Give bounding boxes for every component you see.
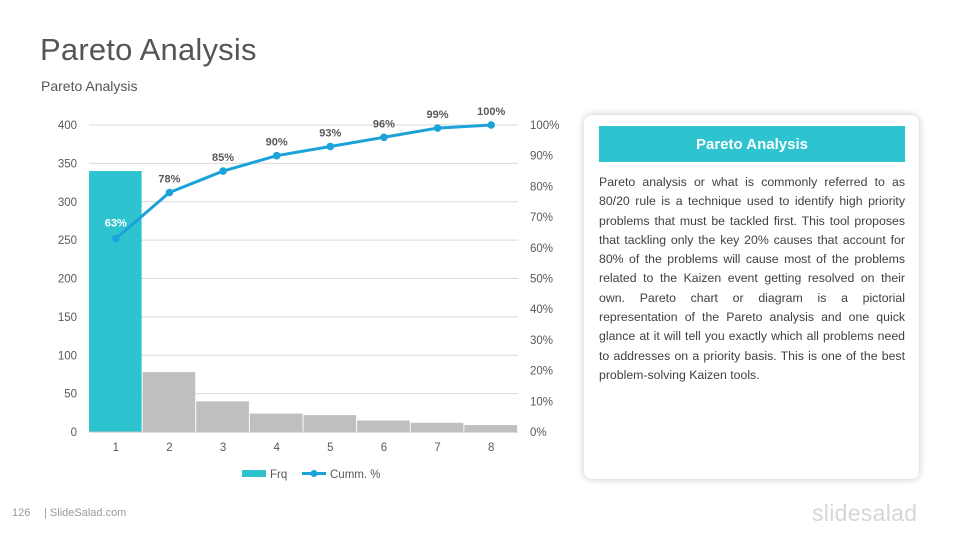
x-tick-label: 4 [273, 442, 280, 454]
data-label: 99% [427, 109, 449, 121]
y-left-tick-label: 150 [58, 312, 77, 324]
bar [464, 425, 517, 432]
legend-swatch-frq [242, 470, 266, 477]
y-left-tick-label: 0 [71, 427, 77, 439]
y-right-tick-label: 70% [530, 212, 553, 224]
page-number: 126 [12, 507, 31, 519]
x-tick-label: 1 [113, 442, 119, 454]
data-label: 96% [373, 118, 395, 130]
line-point [112, 234, 120, 243]
y-right-tick-label: 80% [530, 181, 553, 193]
data-label: 90% [266, 137, 288, 149]
y-left-tick-label: 50 [64, 389, 77, 401]
legend-label-frq: Frq [270, 469, 287, 481]
y-right-tick-label: 40% [530, 304, 553, 316]
x-tick-label: 5 [327, 442, 333, 454]
bar [196, 401, 249, 432]
y-right-tick-label: 100% [530, 120, 559, 132]
description-card: Pareto Analysis Pareto analysis or what … [584, 115, 919, 479]
y-right-tick-label: 30% [530, 335, 553, 347]
bar [89, 171, 142, 433]
line-point [487, 121, 495, 129]
line-point [219, 167, 227, 175]
y-right-tick-label: 50% [530, 274, 553, 286]
y-right-tick-label: 10% [530, 396, 553, 408]
y-left-tick-label: 250 [58, 235, 77, 247]
line-point [165, 188, 174, 197]
legend-label-cumm: Cumm. % [330, 469, 380, 481]
x-tick-label: 3 [220, 442, 226, 454]
y-left-tick-label: 350 [58, 158, 77, 170]
data-label: 78% [158, 174, 180, 186]
bar [357, 420, 410, 432]
y-right-tick-label: 0% [530, 427, 547, 439]
y-left-tick-label: 400 [58, 120, 77, 132]
card-title: Pareto Analysis [599, 126, 905, 162]
bar [249, 413, 303, 432]
line-point [326, 142, 335, 151]
data-label: 85% [212, 152, 234, 164]
footer-site: | SlideSalad.com [44, 507, 127, 519]
y-left-tick-label: 100 [58, 350, 77, 362]
y-right-tick-label: 90% [530, 151, 553, 163]
line-point [272, 151, 281, 160]
line-point [380, 133, 388, 142]
x-tick-label: 8 [488, 442, 494, 454]
y-right-tick-label: 20% [530, 366, 553, 378]
data-label: 63% [105, 218, 127, 230]
data-label: 93% [319, 127, 341, 139]
line-point [433, 124, 442, 132]
bar [410, 422, 464, 432]
x-tick-label: 2 [166, 442, 172, 454]
bar [303, 415, 357, 432]
page-title: Pareto Analysis [40, 32, 257, 67]
cumulative-line [114, 123, 492, 240]
legend-marker-cumm [310, 470, 318, 477]
page-subtitle: Pareto Analysis [41, 78, 138, 94]
card-body-text: Pareto analysis or what is commonly refe… [599, 175, 905, 382]
x-tick-label: 6 [381, 442, 387, 454]
bar [142, 372, 196, 432]
brand-logo: slidesalad [812, 500, 918, 526]
y-left-tick-label: 300 [58, 197, 77, 209]
x-tick-label: 7 [434, 442, 440, 454]
y-left-tick-label: 200 [58, 274, 77, 286]
data-label: 100% [477, 106, 505, 118]
y-right-tick-label: 60% [530, 243, 553, 255]
